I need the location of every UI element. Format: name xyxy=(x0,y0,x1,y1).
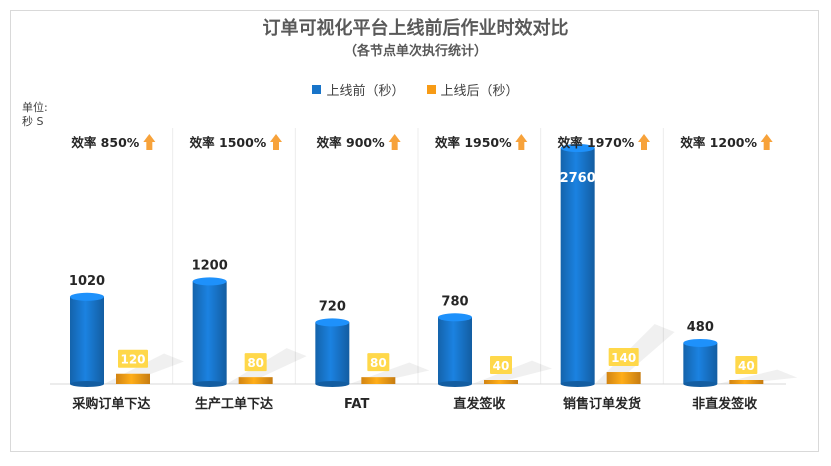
bar-after xyxy=(116,373,150,384)
efficiency-label: 效率 1200% xyxy=(680,135,757,150)
bar-before-base xyxy=(315,381,350,387)
unit-label: 单位: 秒 S xyxy=(22,101,62,129)
data-label-after-box xyxy=(118,349,148,368)
bar-before-cap xyxy=(683,338,718,347)
legend-item-after: 上线后（秒） xyxy=(426,80,519,99)
bar-before xyxy=(560,148,595,384)
efficiency-label: 效率 1950% xyxy=(435,135,512,150)
unit-label-line2: 秒 S xyxy=(22,115,44,128)
data-label-before: 780 xyxy=(441,294,468,309)
legend-label-before: 上线前（秒） xyxy=(326,84,405,99)
bar-after xyxy=(729,380,764,384)
data-label-after: 40 xyxy=(493,359,510,373)
bar-before-base xyxy=(683,381,718,387)
bar-before xyxy=(438,317,472,384)
bar-before xyxy=(315,322,350,384)
bar-before-base xyxy=(192,381,227,387)
category-label: 采购订单下达 xyxy=(71,396,150,412)
category-label: 销售订单发货 xyxy=(563,396,641,412)
unit-label-line1: 单位: xyxy=(22,101,48,114)
bar-after xyxy=(484,380,518,384)
efficiency-label: 效率 1970% xyxy=(558,135,635,150)
data-label-before: 1200 xyxy=(192,258,228,273)
up-arrow-icon xyxy=(388,134,401,150)
legend-item-before: 上线前（秒） xyxy=(312,80,405,99)
category-label: 直发签收 xyxy=(453,396,506,412)
bar-before-cap xyxy=(192,277,227,286)
bar-after xyxy=(238,377,273,384)
data-label-before: 480 xyxy=(687,320,714,335)
bar-before-base xyxy=(70,381,104,387)
up-arrow-icon xyxy=(270,134,282,150)
efficiency-label: 效率 900% xyxy=(317,135,385,150)
bar-before xyxy=(683,342,718,384)
data-label-before: 2760 xyxy=(560,171,596,186)
category-label: 非直发签收 xyxy=(692,396,758,412)
data-label-before: 720 xyxy=(319,299,346,314)
bar-after xyxy=(361,377,396,384)
data-label-after: 140 xyxy=(611,351,636,365)
data-label-after-box xyxy=(244,353,267,372)
bar-before-cap xyxy=(315,318,350,327)
data-label-after-box xyxy=(367,353,390,372)
up-arrow-icon xyxy=(143,134,156,150)
bar-before-cap xyxy=(438,313,472,322)
data-label-before: 1020 xyxy=(69,274,105,289)
data-label-after-box xyxy=(608,348,639,367)
data-label-after: 120 xyxy=(120,353,145,367)
up-arrow-icon xyxy=(515,134,528,150)
bar-before-cap xyxy=(560,144,595,152)
bar-after xyxy=(606,372,641,384)
bar-before-cap xyxy=(70,292,104,301)
up-arrow-icon xyxy=(760,134,773,150)
efficiency-label: 效率 1500% xyxy=(190,135,267,150)
legend-swatch-before xyxy=(312,85,322,94)
data-label-after: 80 xyxy=(370,356,387,370)
data-label-after: 80 xyxy=(247,356,264,370)
data-label-after: 40 xyxy=(738,359,755,373)
legend-label-after: 上线后（秒） xyxy=(440,84,519,99)
data-label-after-box xyxy=(490,356,512,374)
category-label: FAT xyxy=(344,397,369,412)
chart-title: 订单可视化平台上线前后作业时效对比 xyxy=(262,18,569,39)
data-label-after-box xyxy=(735,356,758,374)
bar-before xyxy=(192,281,227,384)
bar-before xyxy=(70,296,104,384)
bar-before-base xyxy=(438,381,472,387)
bar-before-base xyxy=(560,381,595,387)
legend-swatch-after xyxy=(426,85,436,94)
up-arrow-icon xyxy=(638,134,650,150)
efficiency-label: 效率 850% xyxy=(71,135,139,150)
chart-subtitle: （各节点单次执行统计） xyxy=(343,44,487,59)
category-label: 生产工单下达 xyxy=(195,396,273,412)
chart-legend: 上线前（秒） 上线后（秒） xyxy=(0,80,831,99)
